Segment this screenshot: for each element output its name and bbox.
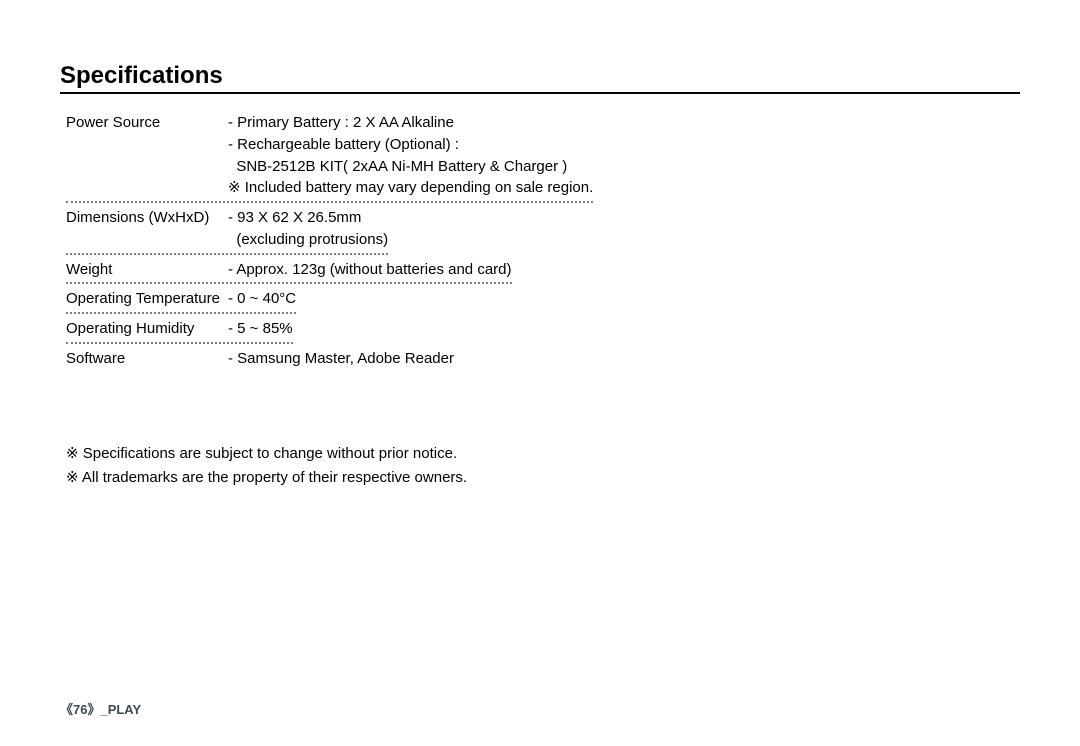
footnotes: ※ Specifications are subject to change w…	[66, 442, 1020, 490]
spec-row: Operating Humidity - 5 ~ 85%	[66, 314, 293, 344]
spec-line: (excluding protrusions)	[228, 229, 388, 251]
spec-row: Operating Temperature - 0 ~ 40°C	[66, 284, 296, 314]
spec-value: - 5 ~ 85%	[228, 318, 293, 340]
spec-label: Software	[66, 348, 228, 370]
spec-line: - Primary Battery : 2 X AA Alkaline	[228, 112, 593, 134]
spec-line: - Rechargeable battery (Optional) :	[228, 134, 593, 156]
spec-line: - Approx. 123g (without batteries and ca…	[228, 259, 512, 281]
footnote-line: ※ Specifications are subject to change w…	[66, 442, 1020, 466]
spec-value: - 0 ~ 40°C	[228, 288, 296, 310]
spec-row: Dimensions (WxHxD) - 93 X 62 X 26.5mm (e…	[66, 203, 388, 255]
spec-line: - 0 ~ 40°C	[228, 288, 296, 310]
spec-row: Power Source - Primary Battery : 2 X AA …	[66, 108, 593, 203]
specifications-list: Power Source - Primary Battery : 2 X AA …	[66, 108, 1020, 372]
spec-line: - 5 ~ 85%	[228, 318, 293, 340]
spec-row: Software - Samsung Master, Adobe Reader	[66, 344, 454, 372]
spec-line: ※ Included battery may vary depending on…	[228, 177, 593, 199]
spec-line: - Samsung Master, Adobe Reader	[228, 348, 454, 370]
spec-row: Weight - Approx. 123g (without batteries…	[66, 255, 512, 285]
spec-value: - Approx. 123g (without batteries and ca…	[228, 259, 512, 281]
spec-label: Dimensions (WxHxD)	[66, 207, 228, 251]
spec-line: SNB-2512B KIT( 2xAA Ni-MH Battery & Char…	[228, 156, 593, 178]
page-footer: 《76》_PLAY	[60, 699, 141, 718]
spec-label: Operating Temperature	[66, 288, 228, 310]
spec-value: - Samsung Master, Adobe Reader	[228, 348, 454, 370]
spec-value: - Primary Battery : 2 X AA Alkaline - Re…	[228, 112, 593, 199]
footnote-line: ※ All trademarks are the property of the…	[66, 466, 1020, 490]
spec-label: Operating Humidity	[66, 318, 228, 340]
page-title: Specifications	[60, 62, 1020, 94]
spec-line: - 93 X 62 X 26.5mm	[228, 207, 388, 229]
spec-value: - 93 X 62 X 26.5mm (excluding protrusion…	[228, 207, 388, 251]
spec-label: Weight	[66, 259, 228, 281]
spec-label: Power Source	[66, 112, 228, 199]
